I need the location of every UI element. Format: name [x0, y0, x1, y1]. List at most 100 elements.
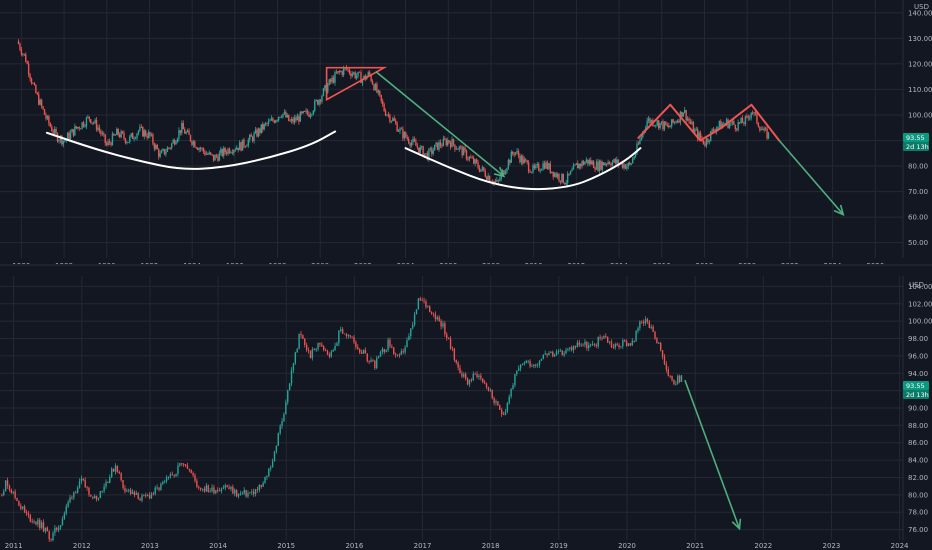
candle-body: [431, 148, 433, 154]
candle-body: [40, 99, 43, 107]
candle-body: [137, 130, 140, 134]
candle-body: [412, 138, 414, 143]
candle-body: [355, 75, 358, 78]
candle-body: [697, 129, 699, 139]
candle-body: [477, 162, 479, 168]
candle-body: [568, 173, 570, 175]
candle-body: [672, 119, 674, 123]
candle-body: [385, 349, 387, 352]
candle-body: [133, 138, 135, 140]
candle-body: [22, 53, 24, 55]
candle-body: [90, 119, 92, 124]
candle-body: [347, 335, 350, 336]
candle-body: [205, 153, 208, 155]
candle-body: [740, 117, 742, 123]
y-tick-label: 84.00: [908, 457, 928, 465]
candle-body: [254, 489, 257, 495]
candle-body: [442, 323, 444, 327]
candle-body: [448, 140, 450, 143]
candle-body: [535, 364, 537, 366]
candle-body: [540, 358, 543, 361]
candle-body: [634, 153, 637, 157]
candle-body: [654, 331, 656, 339]
y-tick-label: 130.00: [908, 35, 932, 43]
candle-body: [159, 153, 161, 157]
candle-body: [493, 398, 495, 403]
candle-body: [457, 148, 459, 150]
candle-body: [364, 349, 367, 354]
candle-body: [473, 158, 475, 164]
candle-body: [139, 498, 141, 501]
candle-body: [139, 126, 141, 131]
candle-body: [542, 354, 545, 359]
candle-body: [512, 151, 514, 155]
candle-body: [589, 344, 592, 346]
candle-body: [669, 126, 671, 128]
candle-body: [567, 348, 569, 350]
candle-body: [545, 162, 547, 169]
candle-body: [673, 121, 676, 123]
candle-body: [163, 149, 166, 155]
candle-body: [36, 93, 39, 95]
candle-body: [616, 344, 618, 346]
candle-body: [57, 527, 60, 530]
bottom-panel-countdown-tag-bg: [903, 390, 929, 399]
candle-body: [317, 343, 319, 350]
candle-body: [647, 118, 650, 121]
y-tick-label: 104.00: [908, 283, 932, 291]
candle-body: [241, 139, 244, 151]
candle-body: [126, 490, 128, 492]
candle-body: [613, 159, 615, 162]
candle-body: [52, 532, 54, 541]
candle-body: [262, 482, 264, 487]
candle-body: [391, 346, 393, 348]
candle-body: [399, 128, 401, 132]
candle-body: [172, 139, 174, 144]
candle-body: [324, 349, 327, 351]
candle-body: [264, 476, 266, 483]
candle-body: [470, 379, 473, 381]
candle-body: [100, 130, 102, 135]
candle-body: [173, 139, 176, 145]
candle-body: [762, 129, 764, 131]
candle-body: [648, 321, 651, 329]
candle-body: [562, 173, 565, 183]
candle-body: [270, 118, 273, 121]
candle-body: [637, 143, 640, 145]
candle-body: [606, 336, 609, 343]
candle-body: [464, 147, 466, 151]
candle-body: [103, 486, 105, 492]
candle-body: [478, 167, 481, 172]
candle-body: [374, 360, 376, 369]
candle-body: [251, 136, 254, 142]
candle-body: [218, 490, 221, 492]
candle-body: [75, 126, 78, 129]
candle-body: [23, 506, 26, 512]
candle-body: [212, 154, 215, 161]
candle-body: [267, 120, 270, 124]
candle-body: [288, 114, 290, 121]
candle-body: [406, 340, 408, 348]
candle-body: [525, 159, 527, 161]
candle-body: [198, 148, 200, 150]
candle-body: [311, 114, 313, 115]
candle-body: [293, 117, 296, 123]
candle-body: [478, 375, 480, 378]
candle-body: [118, 134, 121, 138]
candle-body: [120, 131, 122, 138]
y-tick-label: 100.00: [908, 111, 932, 119]
candle-body: [731, 121, 734, 123]
candle-body: [62, 140, 65, 145]
candle-body: [25, 54, 27, 62]
candle-body: [730, 122, 732, 124]
candle-body: [341, 71, 343, 75]
candle-body: [49, 123, 52, 127]
candle-body: [538, 360, 541, 365]
candle-body: [533, 364, 535, 367]
candle-body: [355, 342, 357, 348]
candle-body: [258, 484, 261, 490]
candle-body: [279, 116, 281, 118]
candle-body: [315, 100, 317, 101]
candle-body: [432, 313, 435, 315]
candle-body: [625, 341, 628, 347]
